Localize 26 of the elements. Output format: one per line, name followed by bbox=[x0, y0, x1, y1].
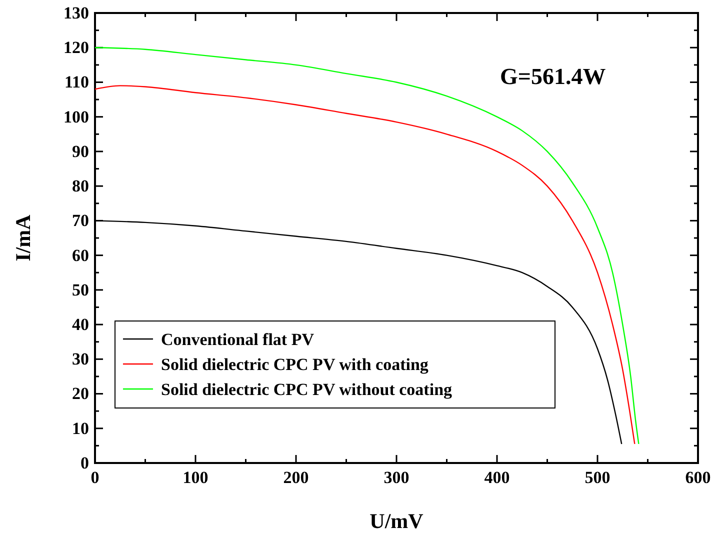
x-tick-label: 400 bbox=[484, 468, 510, 488]
legend-label: Conventional flat PV bbox=[161, 330, 315, 349]
legend-label: Solid dielectric CPC PV without coating bbox=[161, 380, 453, 399]
y-tick-label: 80 bbox=[72, 176, 89, 196]
y-tick-label: 70 bbox=[72, 211, 89, 230]
y-tick-label: 50 bbox=[72, 280, 89, 300]
x-tick-label: 200 bbox=[283, 468, 309, 488]
y-axis-title: I/mA bbox=[11, 214, 35, 262]
y-tick-label: 90 bbox=[72, 142, 89, 161]
y-tick-label: 0 bbox=[80, 453, 89, 472]
y-tick-label: 30 bbox=[72, 350, 89, 369]
x-tick-label: 300 bbox=[384, 468, 410, 488]
y-tick-label: 40 bbox=[72, 314, 89, 334]
legend-label: Solid dielectric CPC PV with coating bbox=[161, 355, 429, 374]
x-axis-title: U/mV bbox=[370, 509, 424, 533]
x-tick-label: 600 bbox=[685, 468, 711, 488]
y-tick-label: 20 bbox=[72, 384, 89, 404]
y-tick-label: 110 bbox=[64, 72, 89, 92]
x-tick-label: 100 bbox=[182, 468, 208, 488]
x-tick-label: 500 bbox=[584, 468, 610, 488]
annotation: G=561.4W bbox=[500, 64, 606, 89]
y-tick-label: 60 bbox=[72, 246, 89, 265]
y-tick-label: 10 bbox=[72, 418, 89, 438]
y-tick-label: 130 bbox=[64, 3, 89, 22]
y-tick-label: 100 bbox=[64, 107, 89, 126]
y-tick-label: 120 bbox=[64, 38, 89, 58]
